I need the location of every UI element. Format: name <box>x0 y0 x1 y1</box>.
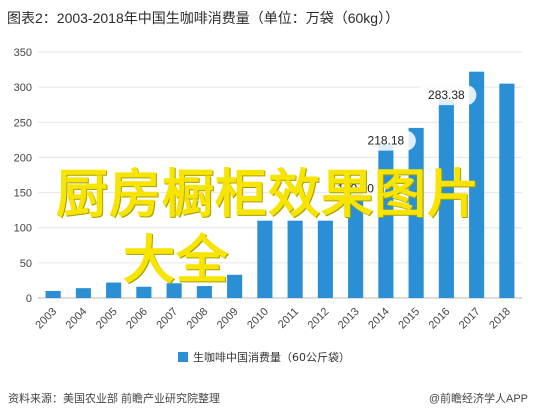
bar-2009 <box>227 274 243 298</box>
x-tick-label: 2016 <box>427 306 453 332</box>
x-tick-label: 2008 <box>185 306 211 332</box>
data-label: 283.38 <box>428 88 465 102</box>
data-label-bg <box>355 130 416 151</box>
x-tick-label: 2013 <box>336 306 362 332</box>
bar-2010 <box>257 220 273 298</box>
y-tick-label: 150 <box>14 188 32 200</box>
bar-2012 <box>317 220 333 298</box>
bar-2005 <box>106 282 122 298</box>
y-tick-label: 300 <box>14 82 32 94</box>
overlay-text-line2: 大全 <box>122 231 229 291</box>
data-label: 169.20 <box>337 182 374 196</box>
x-tick-label: 2010 <box>245 306 271 332</box>
y-tick-label: 0 <box>26 293 32 305</box>
x-tick-label: 2006 <box>124 306 150 332</box>
bar-2016 <box>438 99 454 298</box>
x-tick-label: 2005 <box>94 306 120 332</box>
x-tick-label: 2017 <box>457 306 483 332</box>
y-tick-label: 250 <box>14 117 32 129</box>
bars <box>45 71 515 299</box>
brand-watermark: @前瞻经济学人APP <box>428 393 528 405</box>
x-tick-label: 2003 <box>33 306 59 332</box>
x-tick-label: 2015 <box>396 306 422 332</box>
data-labels: 218.18 169.20 283.38 <box>325 85 477 199</box>
bar-2007 <box>166 283 182 298</box>
bar-2013 <box>348 192 364 298</box>
data-label-bg <box>416 85 477 106</box>
overlay-text-line1: 厨房橱柜效果图片 <box>55 165 480 225</box>
x-tick-label: 2018 <box>487 306 513 332</box>
bar-2006 <box>136 286 152 298</box>
bar-2011 <box>287 220 303 298</box>
y-tick-label: 350 <box>14 47 32 59</box>
x-tick-label: 2012 <box>306 306 332 332</box>
x-tick-label: 2007 <box>154 306 180 332</box>
x-tick-label: 2014 <box>366 306 392 332</box>
y-tick-label: 200 <box>14 152 32 164</box>
bar-2004 <box>75 288 91 298</box>
y-tick-label: 100 <box>14 223 32 235</box>
x-tick-label: 2009 <box>215 306 241 332</box>
bar-2015 <box>408 127 424 298</box>
source-note: 资料来源：美国农业部 前瞻产业研究院整理 <box>8 393 221 405</box>
legend-swatch <box>178 352 188 362</box>
x-tick-label: 2011 <box>276 306 301 331</box>
data-label-bg <box>325 178 386 199</box>
chart-title: 图表2：2003-2018年中国生咖啡消费量（单位：万袋（60kg）） <box>7 10 400 26</box>
legend-label: 生咖啡中国消费量（60公斤袋） <box>193 350 350 364</box>
bar-2008 <box>196 286 212 298</box>
legend: 生咖啡中国消费量（60公斤袋） <box>178 350 350 364</box>
bar-2017 <box>469 71 485 299</box>
y-tick-label: 50 <box>20 258 32 270</box>
bar-2018 <box>499 83 515 298</box>
x-tick-label: 2004 <box>64 306 90 332</box>
data-label: 218.18 <box>368 134 405 148</box>
bar-2003 <box>45 290 61 298</box>
